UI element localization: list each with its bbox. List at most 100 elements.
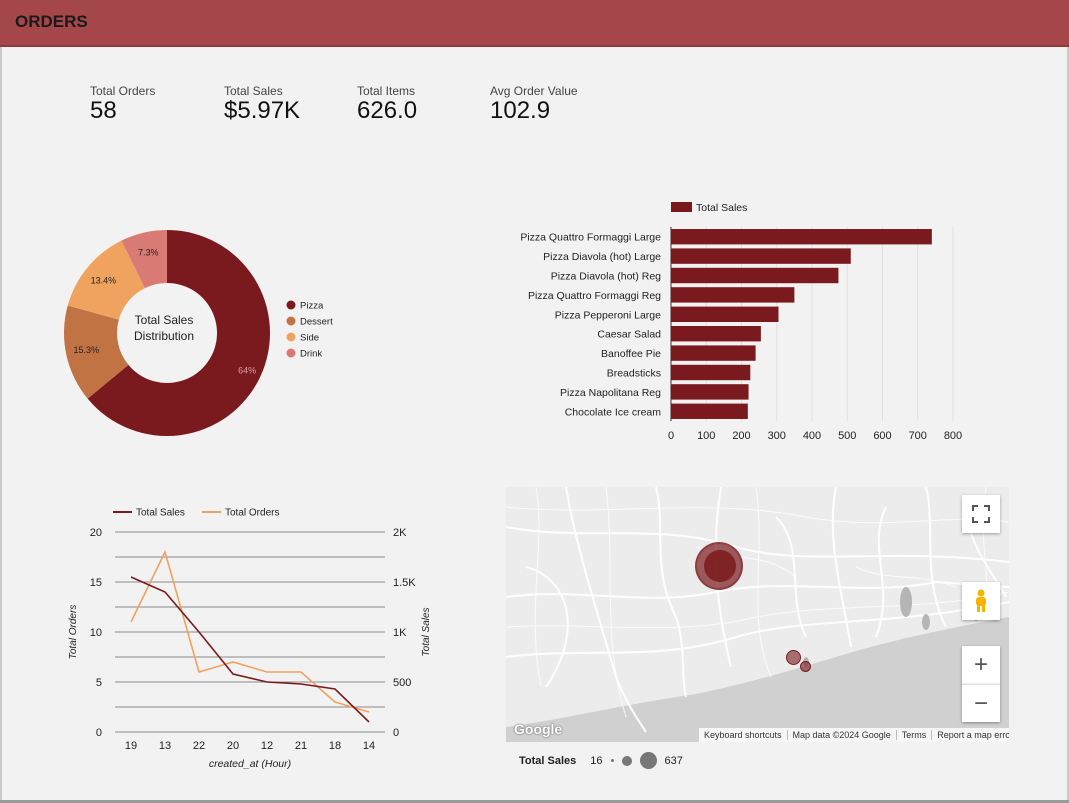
kpi-label: Avg Order Value (490, 84, 578, 98)
frame-bottom (0, 800, 1069, 803)
line-x-tick: 13 (159, 740, 171, 752)
kpi-label: Total Orders (90, 84, 156, 98)
kpi-total-sales: Total Sales $5.97K (224, 84, 300, 125)
map-legend: Total Sales 16 637 (519, 752, 683, 769)
bar-x-tick: 200 (732, 430, 750, 442)
line-left-axis-label: Total Orders (68, 605, 79, 660)
donut-slice-drink[interactable] (121, 230, 167, 289)
legend-swatch-pizza (286, 300, 296, 310)
map-bubble-large-inner[interactable] (704, 550, 736, 582)
line-right-tick: 2K (393, 527, 407, 539)
terms-link[interactable]: Terms (897, 730, 933, 740)
line-series-total-orders[interactable] (130, 549, 370, 713)
line-x-tick: 19 (125, 740, 137, 752)
bar-1[interactable] (671, 229, 932, 245)
line-series-total-sales[interactable] (130, 576, 370, 723)
page-title: ORDERS (15, 12, 88, 31)
map-roads (506, 487, 1009, 742)
line-left-tick: 10 (90, 627, 102, 639)
legend-label-drink: Drink (300, 349, 322, 360)
kpi-total-orders: Total Orders 58 (90, 84, 155, 125)
bar-2[interactable] (671, 248, 851, 264)
bar-category-label: Pizza Diavola (hot) Large (543, 251, 661, 263)
bar-category-label: Banoffee Pie (601, 348, 661, 360)
bar-x-tick: 0 (668, 430, 674, 442)
kpi-avg-order-value: Avg Order Value 102.9 (490, 84, 578, 125)
line-legend-label-orders: Total Orders (225, 508, 279, 519)
bar-10[interactable] (671, 403, 748, 419)
sales-map[interactable]: + − Google Keyboard shortcuts Map data ©… (506, 487, 1009, 742)
line-left-tick: 15 (90, 577, 102, 589)
bar-x-tick: 800 (944, 430, 962, 442)
bar-x-tick: 400 (803, 430, 821, 442)
legend-medium-dot-icon (621, 755, 632, 766)
frame-right (1067, 47, 1069, 803)
legend-large-dot-icon (639, 752, 657, 769)
bar-x-tick: 100 (697, 430, 715, 442)
legend-label-dessert: Dessert (300, 317, 333, 328)
bar-category-label: Pizza Quattro Formaggi Reg (528, 290, 661, 302)
line-left-tick: 20 (90, 527, 102, 539)
donut-slice-label: 13.4% (91, 275, 117, 285)
bar-category-label: Caesar Salad (597, 329, 661, 341)
map-legend-min: 16 (590, 754, 603, 767)
map-data-attribution: Map data ©2024 Google (788, 730, 897, 740)
fullscreen-icon[interactable] (962, 495, 1000, 533)
kpi-total-items: Total Items 626.0 (357, 84, 417, 125)
bar-5[interactable] (671, 306, 779, 322)
donut-slice-pizza[interactable] (87, 230, 270, 436)
bar-4[interactable] (671, 287, 795, 303)
bar-6[interactable] (671, 326, 761, 342)
line-right-tick: 0 (393, 727, 399, 739)
line-x-tick: 14 (363, 740, 375, 752)
line-x-axis-label: created_at (Hour) (209, 758, 291, 770)
line-x-tick: 18 (329, 740, 341, 752)
bar-x-tick: 600 (873, 430, 891, 442)
kpi-value: 626.0 (357, 97, 418, 124)
legend-label-pizza: Pizza (300, 301, 324, 312)
kpi-label: Total Sales (224, 84, 283, 98)
sales-distribution-donut-chart[interactable]: 64% 15.3% 13.4% 7.3% Total Sales Distribution… (55, 215, 375, 445)
bar-8[interactable] (671, 364, 751, 381)
minus-icon: − (973, 689, 988, 717)
legend-swatch-side (286, 332, 296, 342)
kpi-value: $5.97K (224, 97, 301, 124)
zoom-in-button[interactable]: + (962, 646, 1000, 684)
plus-icon: + (973, 651, 988, 678)
donut-slice-label: 7.3% (138, 248, 159, 258)
kpi-label: Total Items (357, 84, 416, 98)
legend-label-side: Side (300, 333, 319, 344)
line-right-tick: 500 (393, 677, 411, 689)
line-x-tick: 22 (193, 740, 205, 752)
line-x-tick: 20 (227, 740, 239, 752)
line-left-tick: 5 (96, 677, 102, 689)
pegman-icon[interactable] (962, 582, 1000, 620)
keyboard-shortcuts-link[interactable]: Keyboard shortcuts (699, 730, 788, 740)
map-bubble-small[interactable] (786, 650, 801, 665)
line-right-tick: 1.5K (393, 577, 416, 589)
legend-swatch-dessert (286, 316, 296, 326)
line-left-tick: 0 (96, 727, 102, 739)
bar-category-label: Pizza Napolitana Reg (560, 387, 661, 399)
donut-center-label-line2: Distribution (134, 329, 194, 343)
bar-7[interactable] (671, 345, 756, 361)
map-bubble-tiny[interactable] (800, 661, 811, 672)
donut-slice-dessert[interactable] (63, 305, 129, 399)
bar-3[interactable] (671, 267, 839, 284)
line-right-axis-label: Total Sales (421, 607, 432, 656)
bar-category-label: Breadsticks (607, 368, 661, 380)
kpi-value: 102.9 (490, 97, 551, 124)
donut-slice-label: 15.3% (74, 345, 100, 355)
hourly-sales-line-chart[interactable]: Total Sales Total Orders 0 0 5 500 10 1K 15 1.5K 2… (55, 500, 440, 775)
google-logo: Google (514, 721, 563, 737)
kpi-value: 58 (90, 97, 117, 124)
product-sales-bar-chart[interactable]: Total Sales 0 100 200 300 400 500 600 700 800 Pizz… (490, 192, 1010, 447)
report-error-link[interactable]: Report a map error (937, 730, 1009, 740)
bar-x-tick: 700 (909, 430, 927, 442)
map-footer: Keyboard shortcuts Map data ©2024 Google… (699, 728, 1009, 742)
bar-category-label: Pizza Quattro Formaggi Large (520, 232, 661, 244)
donut-slice-side[interactable] (67, 240, 145, 320)
zoom-out-button[interactable]: − (962, 684, 1000, 722)
bar-9[interactable] (671, 384, 749, 400)
bar-category-label: Pizza Diavola (hot) Reg (551, 271, 661, 283)
